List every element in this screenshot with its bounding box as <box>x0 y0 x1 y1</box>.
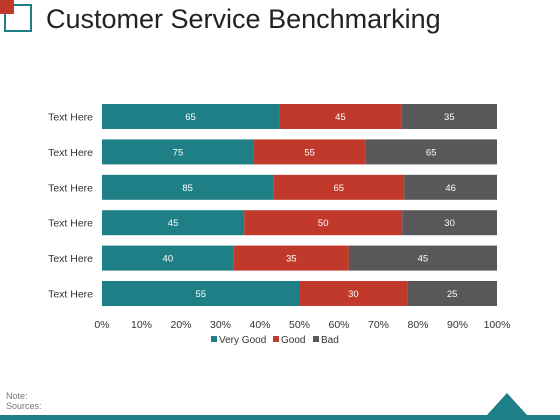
legend-label: Very Good <box>219 335 266 346</box>
bar-segment-bad <box>401 104 497 129</box>
bar-segment-very-good <box>102 174 274 200</box>
bar-segment-bad <box>365 139 497 165</box>
x-tick-label: 30% <box>210 319 231 331</box>
category-label: Text Here <box>48 112 93 124</box>
bar-data-label: 25 <box>447 289 458 300</box>
x-tick-label: 100% <box>484 319 511 331</box>
category-label: Text Here <box>48 182 93 194</box>
bar-segment-very-good <box>102 245 234 271</box>
footer-decoration-line <box>0 415 560 420</box>
category-label: Text Here <box>48 253 93 265</box>
bar-data-label: 35 <box>286 254 297 265</box>
bar-data-label: 45 <box>168 218 179 229</box>
bar-data-label: 65 <box>426 147 437 158</box>
bar-segment-bad <box>407 281 497 306</box>
bar-data-label: 40 <box>163 254 174 265</box>
bar-segment-good <box>253 139 366 165</box>
x-tick-label: 20% <box>170 319 191 331</box>
bar-data-label: 55 <box>195 289 206 300</box>
title-decoration-accent <box>0 0 14 14</box>
bar-data-label: 35 <box>444 112 455 123</box>
footnote-note: Note: <box>6 391 28 401</box>
bar-data-label: 85 <box>182 183 193 194</box>
bar-data-label: 65 <box>334 183 345 194</box>
title-decoration-square <box>4 4 32 32</box>
bar-data-label: 45 <box>335 112 346 123</box>
x-tick-label: 60% <box>328 319 349 331</box>
category-label: Text Here <box>48 147 93 159</box>
bar-data-label: 45 <box>418 254 429 265</box>
legend-label: Bad <box>321 335 339 346</box>
legend-label: Good <box>281 335 305 346</box>
bar-data-label: 46 <box>445 183 456 194</box>
bar-data-label: 50 <box>318 218 329 229</box>
page-title: Customer Service Benchmarking <box>46 4 441 34</box>
bar-data-label: 65 <box>185 112 196 123</box>
bar-segment-good <box>299 281 408 306</box>
bar-data-label: 30 <box>348 289 359 300</box>
x-tick-label: 0% <box>94 319 109 331</box>
x-tick-label: 10% <box>131 319 152 331</box>
legend-swatch <box>273 336 279 342</box>
legend-swatch <box>211 336 217 342</box>
category-label: Text Here <box>48 218 93 230</box>
bar-segment-very-good <box>102 210 245 236</box>
bar-segment-bad <box>402 210 497 236</box>
bar-segment-bad <box>404 174 497 200</box>
bar-segment-very-good <box>102 139 254 165</box>
bar-segment-good <box>273 174 405 200</box>
bar-data-label: 75 <box>173 147 184 158</box>
bar-data-label: 55 <box>304 147 315 158</box>
category-label: Text Here <box>48 289 93 301</box>
bar-segment-very-good <box>102 104 280 129</box>
bar-segment-bad <box>348 245 497 271</box>
x-tick-label: 40% <box>249 319 270 331</box>
bar-segment-very-good <box>102 281 300 306</box>
x-tick-label: 90% <box>447 319 468 331</box>
legend-swatch <box>313 336 319 342</box>
footnote-sources: Sources: <box>6 401 42 411</box>
bar-segment-good <box>244 210 403 236</box>
x-tick-label: 80% <box>407 319 428 331</box>
bar-data-label: 30 <box>444 218 455 229</box>
x-tick-label: 70% <box>368 319 389 331</box>
bar-segment-good <box>279 104 402 129</box>
footer-decoration-triangle <box>487 393 527 415</box>
x-tick-label: 50% <box>289 319 310 331</box>
bar-segment-good <box>233 245 349 271</box>
